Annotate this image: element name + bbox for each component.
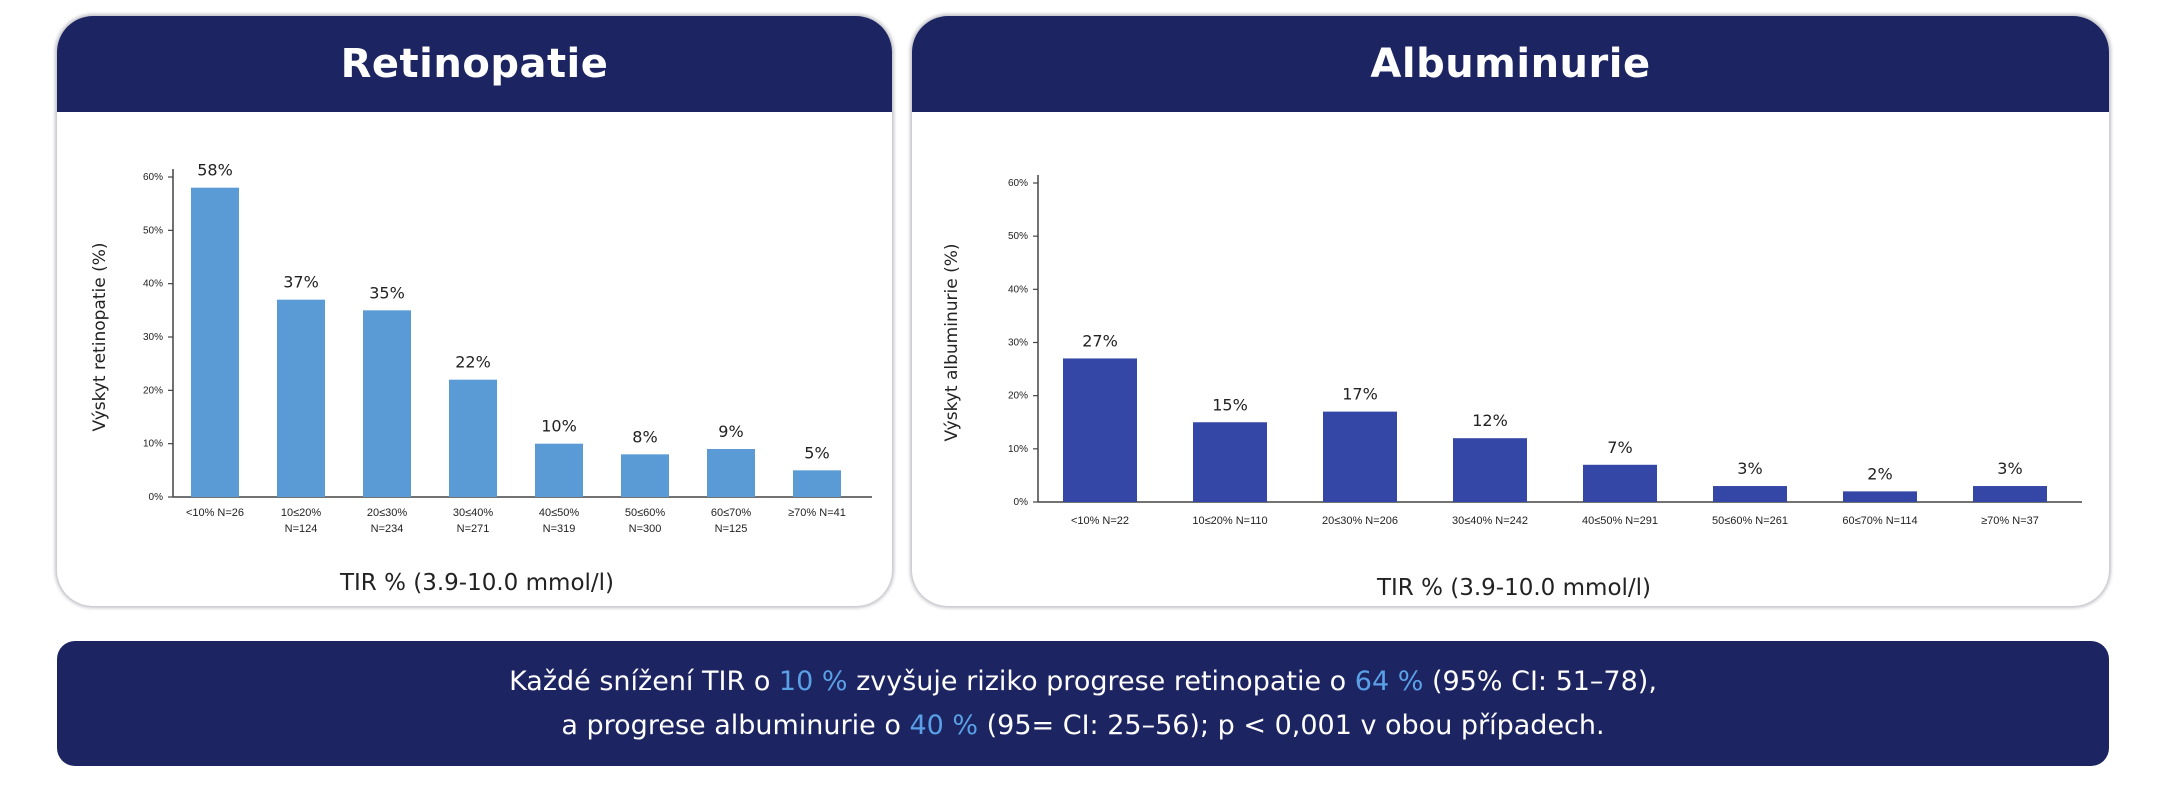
bar-value-label: 5%: [804, 443, 829, 462]
x-tick-label: N=124: [285, 523, 318, 535]
bar: [621, 454, 669, 497]
x-tick-label: ≥70% N=37: [1981, 515, 2039, 527]
x-tick-label: ≥70% N=41: [788, 507, 846, 519]
bar: [1583, 464, 1657, 502]
x-tick-label: 50≤60% N=261: [1712, 515, 1788, 527]
y-tick-label: 40%: [143, 279, 163, 290]
bar-value-label: 35%: [369, 283, 405, 302]
summary-line-1: Každé snížení TIR o 10 % zvyšuje riziko …: [57, 660, 2109, 704]
y-axis-title: Výskyt albuminurie (%): [942, 244, 962, 442]
bar-value-label: 10%: [541, 417, 577, 436]
y-tick-label: 30%: [143, 332, 163, 343]
summary-text: (95= CI: 25–56); p < 0,001 v obou případ…: [978, 709, 1605, 741]
bar: [793, 470, 841, 497]
y-tick-label: 60%: [143, 172, 163, 183]
albuminuria-panel: Albuminurie 0% 10% 20% 30% 40% 50% 60% 27% <10% …: [912, 16, 2109, 606]
y-tick-label: 30%: [1008, 338, 1028, 349]
bar-value-label: 3%: [1737, 459, 1762, 478]
x-tick-label: 10≤20%: [281, 507, 322, 519]
bar-value-label: 9%: [718, 422, 743, 441]
y-tick-label: 0%: [1014, 497, 1029, 508]
bar-value-label: 17%: [1342, 385, 1378, 404]
y-tick-label: 10%: [143, 439, 163, 450]
y-tick-label: 40%: [1008, 284, 1028, 295]
y-tick-label: 20%: [143, 385, 163, 396]
x-tick-label: N=300: [629, 523, 662, 535]
y-tick-label: 20%: [1008, 391, 1028, 402]
bar-value-label: 37%: [283, 273, 319, 292]
x-axis-title: TIR % (3.9-10.0 mmol/l): [1376, 575, 1651, 601]
x-tick-label: <10% N=26: [186, 507, 244, 519]
x-tick-label: 30≤40% N=242: [1452, 515, 1528, 527]
y-tick-label: 50%: [143, 225, 163, 236]
x-tick-label: 30≤40%: [453, 507, 494, 519]
bar: [1973, 486, 2047, 502]
bar-value-label: 22%: [455, 353, 491, 372]
summary-text: a progrese albuminurie o: [561, 709, 910, 741]
bar-value-label: 27%: [1082, 331, 1118, 350]
x-tick-label: N=319: [543, 523, 576, 535]
bar: [535, 443, 583, 497]
summary-highlight: 64 %: [1354, 665, 1424, 697]
bar-value-label: 12%: [1472, 411, 1508, 430]
bar-value-label: 3%: [1997, 459, 2022, 478]
retinopathy-title: Retinopatie: [57, 16, 892, 112]
x-tick-label: 40≤50%: [539, 507, 580, 519]
bar-value-label: 15%: [1212, 395, 1248, 414]
retinopathy-bar-chart: 0% 10% 20% 30% 40% 50% 60% 58% <10% N=26 37% 10≤20…: [90, 161, 872, 596]
bar-value-label: 7%: [1607, 438, 1632, 457]
x-tick-label: N=125: [715, 523, 748, 535]
bar: [363, 310, 411, 497]
summary-box: Každé snížení TIR o 10 % zvyšuje riziko …: [57, 641, 2109, 766]
bar-value-label: 8%: [632, 427, 657, 446]
y-tick-label: 60%: [1008, 178, 1028, 189]
y-tick-label: 10%: [1008, 444, 1028, 455]
y-axis-title: Výskyt retinopatie (%): [90, 243, 110, 432]
summary-highlight: 40 %: [909, 709, 979, 741]
bar: [1323, 411, 1397, 502]
bar: [707, 449, 755, 497]
y-tick-label: 0%: [149, 492, 164, 503]
x-tick-label: 60≤70% N=114: [1842, 515, 1917, 527]
x-tick-label: 50≤60%: [625, 507, 666, 519]
retinopathy-panel: Retinopatie 0% 10% 20% 30% 40% 50% 60% 58% <10% …: [57, 16, 892, 606]
bar-value-label: 2%: [1867, 464, 1892, 483]
bar: [1063, 358, 1137, 502]
x-tick-label: 20≤30% N=206: [1322, 515, 1398, 527]
bar: [277, 299, 325, 497]
albuminuria-title: Albuminurie: [912, 16, 2109, 112]
bar: [1453, 438, 1527, 502]
summary-highlight: 10 %: [778, 665, 848, 697]
x-tick-label: 40≤50% N=291: [1582, 515, 1658, 527]
bar: [1843, 491, 1917, 502]
y-tick-label: 50%: [1008, 231, 1028, 242]
x-tick-label: N=234: [371, 523, 404, 535]
bar: [191, 187, 239, 497]
x-tick-label: 20≤30%: [367, 507, 408, 519]
x-tick-label: 10≤20% N=110: [1192, 515, 1267, 527]
x-tick-label: <10% N=22: [1071, 515, 1129, 527]
bar: [1193, 422, 1267, 502]
x-tick-label: 60≤70%: [711, 507, 752, 519]
bar: [1713, 486, 1787, 502]
albuminuria-bar-chart: 0% 10% 20% 30% 40% 50% 60% 27% <10% N=22 15% 10≤20…: [942, 175, 2082, 601]
bar: [449, 379, 497, 497]
summary-line-2: a progrese albuminurie o 40 % (95= CI: 2…: [57, 704, 2109, 748]
x-tick-label: N=271: [457, 523, 490, 535]
summary-text: Každé snížení TIR o: [509, 665, 779, 697]
x-axis-title: TIR % (3.9-10.0 mmol/l): [339, 570, 614, 596]
summary-text: (95% CI: 51–78),: [1423, 665, 1657, 697]
bar-value-label: 58%: [197, 161, 233, 180]
summary-text: zvyšuje riziko progrese retinopatie o: [847, 665, 1355, 697]
